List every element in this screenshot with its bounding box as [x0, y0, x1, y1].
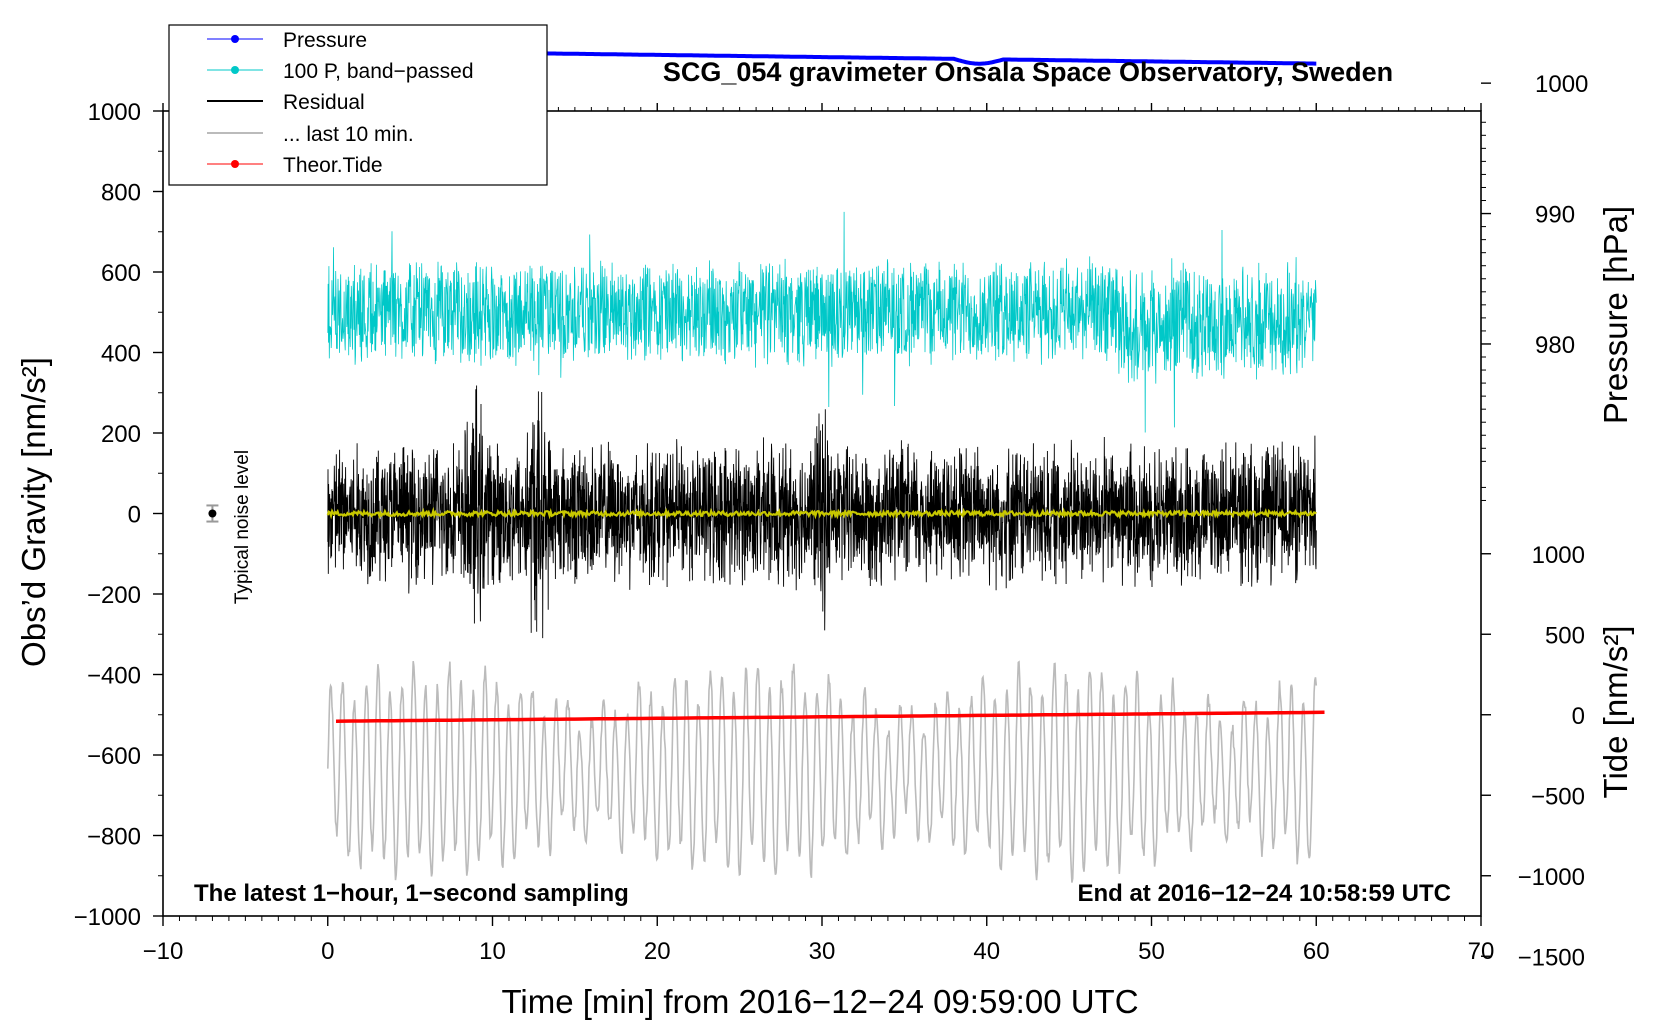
legend-entry-pressure: Pressure [207, 29, 367, 52]
legend-entry-last10: ... last 10 min. [207, 123, 414, 146]
series-layer [326, 48, 1325, 883]
legend-entry-residual: Residual [207, 91, 365, 114]
y-tick-label: 0 [128, 502, 141, 529]
y-tick-label: 200 [101, 421, 141, 448]
y-tick-label: 600 [101, 260, 141, 287]
pressure-tick-label: 1000 [1535, 71, 1588, 98]
y-tick-label: 400 [101, 341, 141, 368]
end-time-annotation: End at 2016−12−24 10:58:59 UTC [1077, 880, 1451, 907]
x-tick-label: 60 [1303, 938, 1330, 965]
x-axis-title: Time [min] from 2016−12−24 09:59:00 UTC [501, 983, 1138, 1020]
y-tick-label: 1000 [88, 99, 141, 126]
tide-tick-label: −1500 [1518, 944, 1585, 971]
noise-label: Typical noise level [232, 450, 253, 604]
series-smoothed-line [326, 506, 1317, 520]
noise-indicator: Typical noise level [206, 450, 253, 604]
y-tick-label: −400 [87, 663, 141, 690]
y-axis-title: Obs’d Gravity [nm/s²] [15, 357, 52, 667]
tide-tick-label: 500 [1545, 622, 1585, 649]
series-bandpassed-line [327, 211, 1317, 433]
y-tick-label: −1000 [74, 904, 141, 931]
x-tick-label: 20 [644, 938, 671, 965]
legend-label-pressure: Pressure [283, 29, 367, 52]
tide-tick-label: −500 [1531, 783, 1585, 810]
x-tick-label: 50 [1138, 938, 1165, 965]
x-tick-label: 0 [321, 938, 334, 965]
x-tick-label: −10 [143, 938, 184, 965]
sampling-annotation: The latest 1−hour, 1−second sampling [194, 880, 629, 907]
pressure-tick-label: 980 [1535, 332, 1575, 359]
x-tick-label: 70 [1468, 938, 1495, 965]
legend-label-bandpassed: 100 P, band−passed [283, 60, 474, 83]
x-tick-label: 30 [809, 938, 836, 965]
legend: Pressure 100 P, band−passed Residual ...… [168, 24, 548, 186]
legend-label-tide: Theor.Tide [283, 154, 383, 177]
x-tick-label: 10 [479, 938, 506, 965]
y-tick-label: −800 [87, 824, 141, 851]
tide-tick-label: −1000 [1518, 864, 1585, 891]
legend-label-last10: ... last 10 min. [283, 123, 414, 146]
series-tide-line [335, 710, 1325, 723]
y-tick-label: −200 [87, 582, 141, 609]
legend-entry-bandpassed: 100 P, band−passed [207, 60, 474, 83]
ticks-layer: −10 0 10 20 30 40 50 60 70 −1000 −800 −600 −400 −200 0… [74, 71, 1589, 971]
legend-marker-pressure [231, 35, 239, 43]
legend-box [168, 24, 548, 186]
y-tick-label: 800 [101, 180, 141, 207]
noise-point [208, 509, 217, 518]
legend-marker-tide [231, 160, 239, 168]
tide-tick-label: 1000 [1532, 542, 1585, 569]
pressure-tick-label: 990 [1535, 202, 1575, 229]
legend-marker-bandpassed [231, 66, 239, 74]
y-tick-label: −600 [87, 743, 141, 770]
legend-label-residual: Residual [283, 91, 365, 114]
series-last10-line [327, 660, 1318, 883]
legend-entry-tide: Theor.Tide [207, 154, 383, 177]
x-tick-label: 40 [973, 938, 1000, 965]
chart-title: SCG_054 gravimeter Onsala Space Observat… [663, 57, 1393, 87]
pressure-axis-title: Pressure [hPa] [1597, 206, 1634, 424]
tide-tick-label: 0 [1572, 703, 1585, 730]
tide-axis-title: Tide [nm/s²] [1597, 626, 1634, 799]
